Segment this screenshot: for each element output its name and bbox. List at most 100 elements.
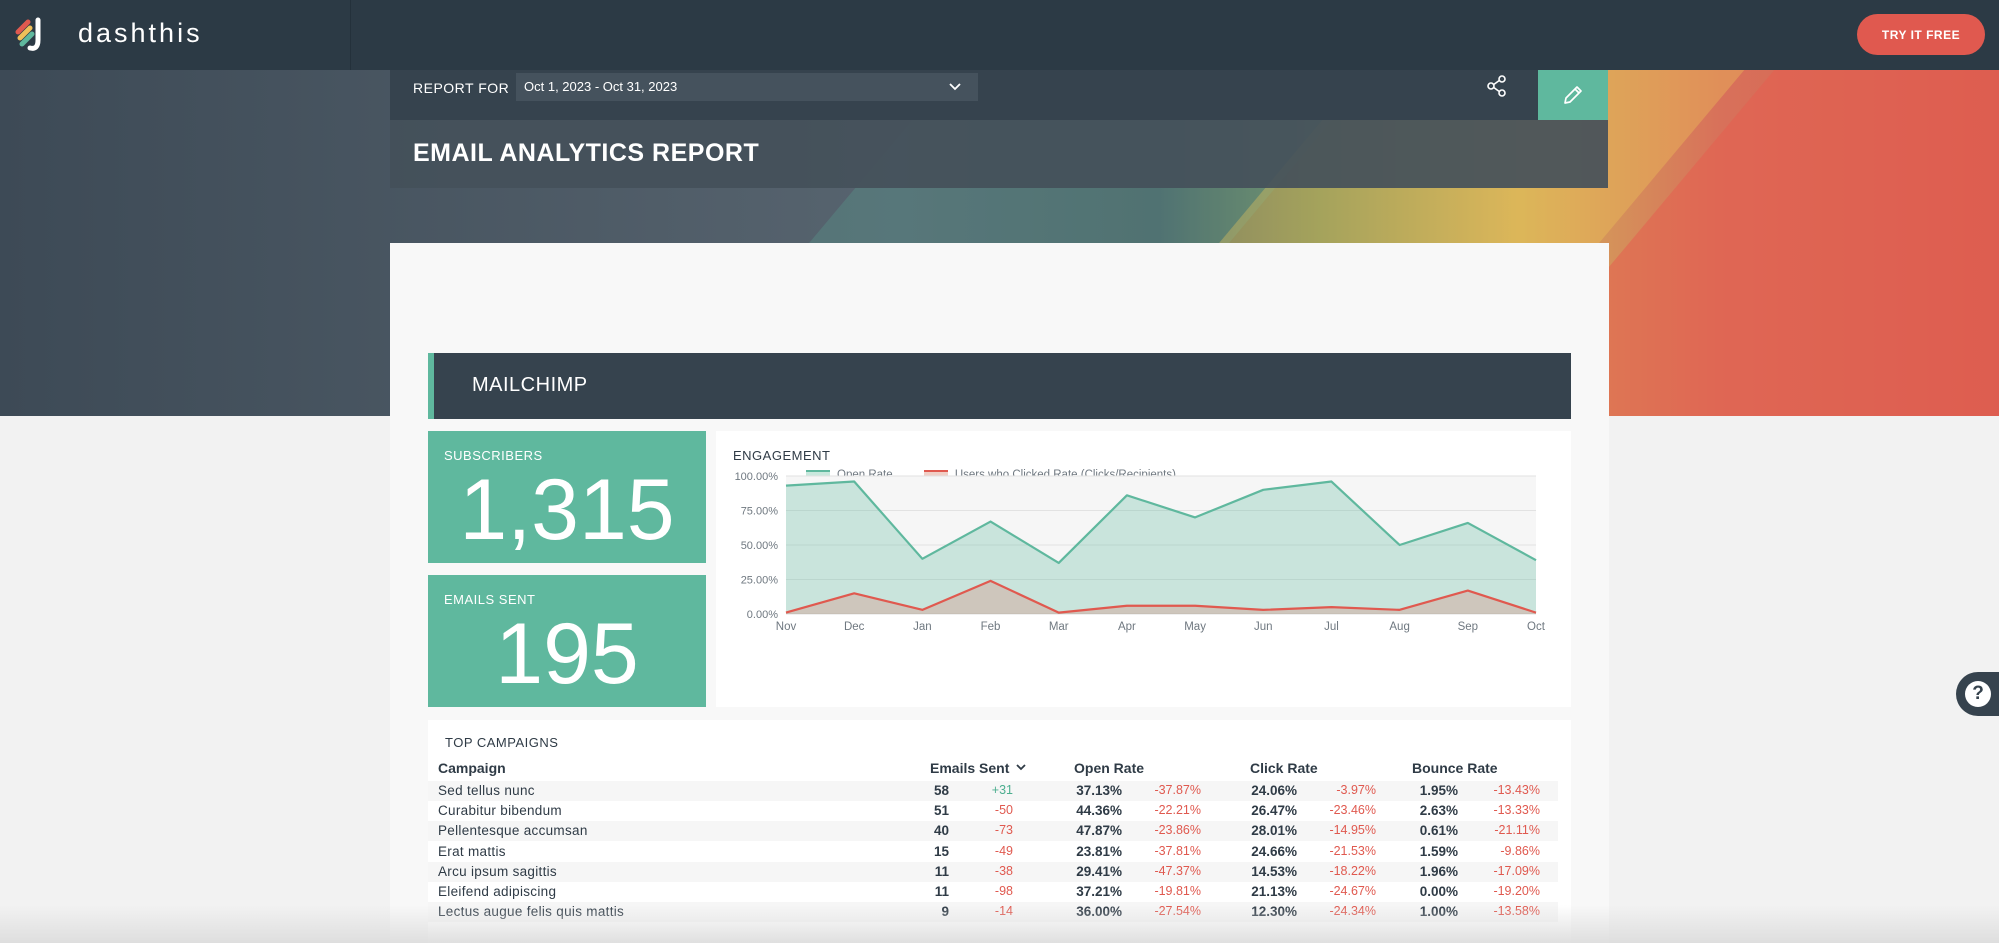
series-area-open-rate bbox=[786, 481, 1536, 614]
cell-click-d: -3.97% bbox=[1336, 783, 1376, 797]
cell-open: 37.13% bbox=[1076, 783, 1122, 798]
cell-click: 21.13% bbox=[1251, 884, 1297, 899]
x-tick-label: Mar bbox=[1049, 621, 1069, 633]
col-header-click-rate[interactable]: Click Rate bbox=[1250, 760, 1318, 776]
cell-click: 26.47% bbox=[1251, 803, 1297, 819]
table-row[interactable]: Pellentesque accumsan 40 -73 47.87% -23.86% 2… bbox=[428, 821, 1558, 842]
bottom-fade bbox=[0, 905, 1999, 943]
question-icon: ? bbox=[1965, 681, 1991, 707]
cell-name: Eleifend adipiscing bbox=[438, 884, 557, 899]
cell-bounce-d: -17.09% bbox=[1493, 863, 1540, 878]
cell-open-d: -23.86% bbox=[1154, 823, 1201, 838]
kpi-value: 195 bbox=[495, 606, 639, 702]
cell-open: 37.21% bbox=[1076, 884, 1122, 899]
cell-click-d: -18.22% bbox=[1329, 863, 1376, 878]
navbar-divider bbox=[350, 0, 351, 70]
series-line-clicked-rate bbox=[785, 579, 1537, 614]
engagement-chart: 100.00% 75.00% 50.00% 25.00% 0.00%Nov Dec Jan F… bbox=[735, 471, 1546, 633]
table-row[interactable]: Curabitur bibendum 51 -50 44.36% -22.21% 26.4… bbox=[428, 801, 1558, 821]
cell-open-d: -37.81% bbox=[1154, 843, 1201, 858]
cell-sent-d: +31 bbox=[991, 783, 1013, 797]
report-for-label: REPORT FOR bbox=[413, 80, 510, 96]
cell-name: Pellentesque accumsan bbox=[438, 823, 588, 839]
cell-click-d: -21.53% bbox=[1329, 843, 1376, 858]
col-header-campaign[interactable]: Campaign bbox=[438, 760, 506, 776]
cell-bounce: 2.63% bbox=[1419, 803, 1458, 819]
dashthis-logo-icon[interactable] bbox=[14, 14, 54, 54]
y-tick-label: 0.00% bbox=[747, 609, 778, 621]
share-button[interactable] bbox=[1478, 70, 1516, 102]
table-row[interactable]: Sed tellus nunc 58 +31 37.13% -37.87% 24.06% -… bbox=[428, 781, 1558, 801]
table-title: TOP CAMPAIGNS bbox=[445, 735, 559, 750]
try-it-free-button[interactable]: TRY IT FREE bbox=[1857, 14, 1985, 55]
table-row[interactable]: Eleifend adipiscing 11 -98 37.21% -19.81% 21.… bbox=[428, 882, 1558, 902]
engagement-chart-card[interactable]: ENGAGEMENT Open Rate Users who Clicked R… bbox=[716, 431, 1571, 707]
cell-click: 14.53% bbox=[1251, 863, 1297, 879]
cell-sent: 11 bbox=[934, 884, 949, 899]
cell-name: Erat mattis bbox=[438, 843, 506, 859]
cell-sent: 58 bbox=[933, 783, 949, 798]
chart-title: ENGAGEMENT bbox=[733, 448, 831, 463]
table-row[interactable]: Arcu ipsum sagittis 11 -38 29.41% -47.37% 14.… bbox=[428, 861, 1558, 882]
x-tick-label: Nov bbox=[776, 621, 797, 633]
cell-sent: 11 bbox=[934, 863, 949, 879]
report-title-bar: EMAIL ANALYTICS REPORT bbox=[390, 120, 1608, 188]
x-tick-label: Jan bbox=[913, 621, 932, 633]
cell-open-d: -19.81% bbox=[1154, 884, 1201, 898]
cell-bounce-d: -9.86% bbox=[1500, 843, 1540, 858]
share-icon bbox=[1487, 75, 1506, 97]
cell-bounce-d: -13.43% bbox=[1493, 783, 1540, 797]
y-tick-label: 75.00% bbox=[741, 506, 779, 518]
x-tick-label: Apr bbox=[1118, 621, 1136, 633]
cell-open: 47.87% bbox=[1076, 823, 1122, 839]
cell-open-d: -22.21% bbox=[1154, 803, 1201, 818]
cell-open: 44.36% bbox=[1076, 803, 1122, 819]
cell-sent: 15 bbox=[933, 843, 949, 859]
cell-open-d: -47.37% bbox=[1154, 863, 1201, 878]
cell-bounce: 1.96% bbox=[1419, 863, 1458, 879]
cell-sent-d: -73 bbox=[994, 823, 1013, 838]
col-header-emails-sent[interactable]: Emails Sent bbox=[930, 760, 1027, 776]
kpi-emails-sent[interactable]: EMAILS SENT 195 bbox=[428, 575, 706, 707]
cell-bounce: 1.95% bbox=[1419, 783, 1458, 798]
cell-name: Sed tellus nunc bbox=[438, 783, 535, 798]
section-header: MAILCHIMP bbox=[428, 353, 1571, 419]
brand-name: dashthis bbox=[78, 18, 203, 48]
cell-bounce: 0.61% bbox=[1419, 823, 1458, 839]
kpi-subscribers[interactable]: SUBSCRIBERS 1,315 bbox=[428, 431, 706, 563]
cell-open: 29.41% bbox=[1076, 863, 1122, 879]
y-tick-label: 50.00% bbox=[741, 540, 779, 552]
cell-name: Curabitur bibendum bbox=[438, 803, 562, 819]
kpi-label: SUBSCRIBERS bbox=[444, 448, 543, 463]
cell-name: Arcu ipsum sagittis bbox=[438, 863, 557, 879]
pencil-icon bbox=[1564, 86, 1582, 104]
cell-bounce-d: -21.11% bbox=[1494, 823, 1540, 838]
x-tick-label: Feb bbox=[981, 621, 1001, 633]
cell-click: 24.06% bbox=[1251, 783, 1297, 798]
col-header-label: Emails Sent bbox=[930, 760, 1010, 776]
chevron-down-icon bbox=[948, 73, 962, 110]
x-tick-label: Aug bbox=[1389, 621, 1409, 633]
help-button[interactable]: ? bbox=[1956, 672, 1999, 716]
cell-sent-d: -50 bbox=[994, 803, 1013, 818]
cell-sent-d: -38 bbox=[994, 863, 1013, 878]
cell-bounce-d: -13.33% bbox=[1493, 803, 1540, 818]
date-range-select[interactable]: Oct 1, 2023 - Oct 31, 2023 bbox=[516, 73, 978, 101]
cell-open-d: -37.87% bbox=[1154, 783, 1201, 797]
edit-button[interactable] bbox=[1538, 70, 1608, 120]
cell-bounce: 0.00% bbox=[1419, 884, 1458, 899]
cell-click-d: -24.67% bbox=[1329, 884, 1376, 898]
x-tick-label: May bbox=[1184, 621, 1206, 633]
col-header-open-rate[interactable]: Open Rate bbox=[1074, 760, 1145, 776]
report-toolbar: REPORT FOR Oct 1, 2023 - Oct 31, 2023 bbox=[390, 70, 1608, 120]
y-tick-label: 100.00% bbox=[735, 471, 779, 483]
top-navbar: dashthis TRY IT FREE bbox=[0, 0, 1999, 70]
kpi-label: EMAILS SENT bbox=[444, 592, 536, 607]
col-header-bounce-rate[interactable]: Bounce Rate bbox=[1412, 760, 1498, 776]
cell-sent-d: -49 bbox=[994, 843, 1013, 858]
cell-sent-d: -98 bbox=[994, 884, 1013, 898]
cell-click: 28.01% bbox=[1251, 823, 1297, 839]
cell-sent: 51 bbox=[933, 803, 949, 819]
table-row[interactable]: Erat mattis 15 -49 23.81% -37.81% 24.66% -21.5… bbox=[428, 842, 1558, 862]
cell-click-d: -14.95% bbox=[1329, 823, 1376, 838]
